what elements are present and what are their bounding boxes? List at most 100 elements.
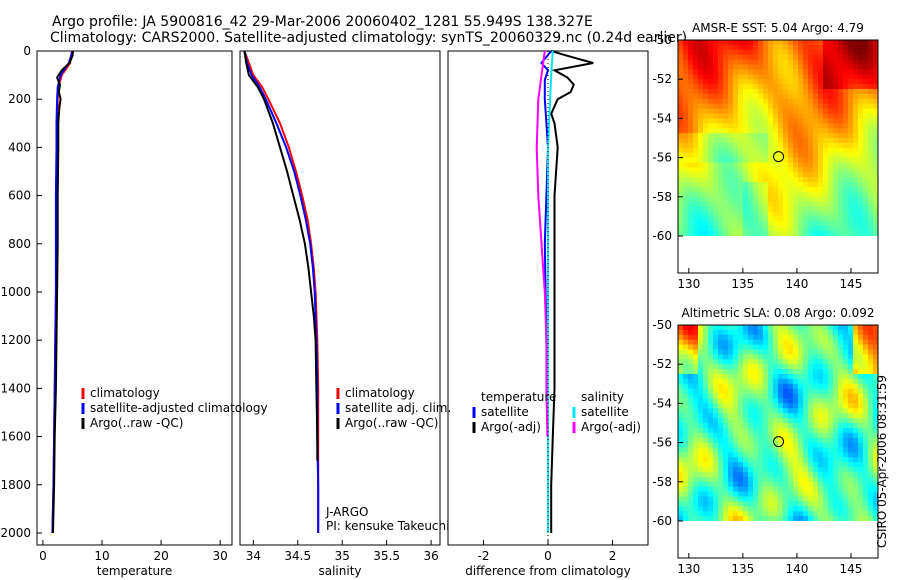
sla-map-cell xyxy=(708,374,714,380)
sla-map-cell xyxy=(773,501,779,507)
sla-map-cell xyxy=(758,481,764,488)
sst-map-cell xyxy=(773,69,779,75)
sst-map-cell xyxy=(863,157,869,164)
sla-map-cell xyxy=(768,403,774,409)
sla-map-cell xyxy=(803,486,809,493)
sla-map-cell xyxy=(758,378,764,385)
sla-map-cell xyxy=(758,418,764,424)
sst-map-cell xyxy=(708,196,714,203)
sst-map-cell xyxy=(743,118,749,124)
sla-map-cell xyxy=(783,418,789,424)
sla-map-cell xyxy=(788,432,794,439)
sla-map-cell xyxy=(758,354,764,360)
sst-map-cell xyxy=(798,211,804,217)
sst-map-cell xyxy=(738,123,744,129)
sla-map-cell xyxy=(833,325,839,331)
sst-map-cell xyxy=(748,59,754,66)
sst-map-cell xyxy=(723,211,729,217)
sla-map-cell xyxy=(808,476,814,483)
sst-map-cell xyxy=(803,196,809,203)
sla-map-cell xyxy=(703,383,709,390)
sst-map-cell xyxy=(763,182,769,188)
sst-map-cell xyxy=(823,40,829,46)
sst-map-cell xyxy=(753,133,759,139)
sla-map-cell xyxy=(718,501,724,507)
sst-map-cell xyxy=(793,177,799,183)
sst-map-cell xyxy=(723,172,729,178)
sst-map-cell xyxy=(848,84,854,90)
sla-map-cell xyxy=(803,481,809,488)
sla-map-cell xyxy=(823,476,829,483)
sst-map-cell xyxy=(718,201,724,208)
sst-map-cell xyxy=(753,113,759,119)
sst-map-cell xyxy=(838,128,844,134)
sst-map-cell xyxy=(773,182,779,188)
sst-map-cell xyxy=(833,211,839,217)
sla-map-cell xyxy=(838,344,844,351)
sla-map-cell xyxy=(748,378,754,385)
sst-map-cell xyxy=(803,216,809,222)
sst-map-cell xyxy=(763,142,769,149)
sla-map-cell xyxy=(763,325,769,331)
sla-map-cell xyxy=(728,325,734,331)
sla-map-cell xyxy=(858,388,864,395)
sst-map-cell xyxy=(743,142,749,149)
sla-map-cell xyxy=(848,329,854,336)
sla-map-cell xyxy=(683,388,689,395)
sla-map-cell xyxy=(808,452,814,458)
sst-map-cell xyxy=(698,216,704,222)
sst-map-cell xyxy=(763,187,769,193)
sla-map-cell xyxy=(848,476,854,483)
sst-map-cell xyxy=(718,113,724,119)
sst-map-cell xyxy=(818,172,824,178)
sst-map-cell xyxy=(868,162,874,168)
sst-map-cell xyxy=(743,226,749,232)
sst-map-cell xyxy=(783,138,789,144)
sla-map-cell xyxy=(873,393,878,400)
sst-map-cell xyxy=(848,64,854,70)
sla-map-cell xyxy=(793,388,799,395)
sla-map-cell xyxy=(793,496,799,502)
sst-map-cell xyxy=(723,89,729,95)
sst-map-cell xyxy=(728,201,734,208)
sla-map-cell xyxy=(803,344,809,351)
sst-map-cell xyxy=(693,167,699,173)
sst-map-cell xyxy=(863,133,869,139)
sst-map-cell xyxy=(783,162,789,168)
sla-map-cell xyxy=(763,476,769,483)
sla-map-cell xyxy=(843,349,849,355)
sla-map-cell xyxy=(728,481,734,488)
sla-map-cell xyxy=(688,506,694,512)
sst-map-cell xyxy=(693,231,699,236)
sla-map-cell xyxy=(783,344,789,351)
sla-map-cell xyxy=(858,447,864,453)
sst-map-cell xyxy=(828,216,834,222)
sla-map-cell xyxy=(863,329,869,336)
sla-map-cell xyxy=(863,476,869,483)
sst-map-cell xyxy=(873,64,878,70)
sla-map-cell xyxy=(723,369,729,375)
sla-map-cell xyxy=(768,359,774,365)
sla-map-cell xyxy=(688,437,694,444)
sst-map-cell xyxy=(768,142,774,149)
sst-map-cell xyxy=(803,44,809,51)
sla-map-cell xyxy=(733,325,739,331)
sst-map-cell xyxy=(768,211,774,217)
sst-map-cell xyxy=(773,142,779,149)
sla-map-cell xyxy=(708,339,714,346)
sla-map-cell xyxy=(788,354,794,360)
salinity-axes-box xyxy=(239,50,441,546)
sst-map-cell xyxy=(703,98,709,105)
sla-map-cell xyxy=(788,476,794,483)
sst-map-cell xyxy=(823,211,829,217)
sla-map-cell xyxy=(858,486,864,493)
sla-map-cell xyxy=(808,413,814,419)
sst-map-cell xyxy=(688,226,694,232)
sla-map-cell xyxy=(828,462,834,468)
sst-map-cell xyxy=(798,172,804,178)
sst-map-cell xyxy=(803,221,809,227)
sla-map-cell xyxy=(818,393,824,400)
sst-map-cell xyxy=(678,221,684,227)
sla-map-cell xyxy=(693,374,699,380)
sst-map-cell xyxy=(788,93,794,100)
